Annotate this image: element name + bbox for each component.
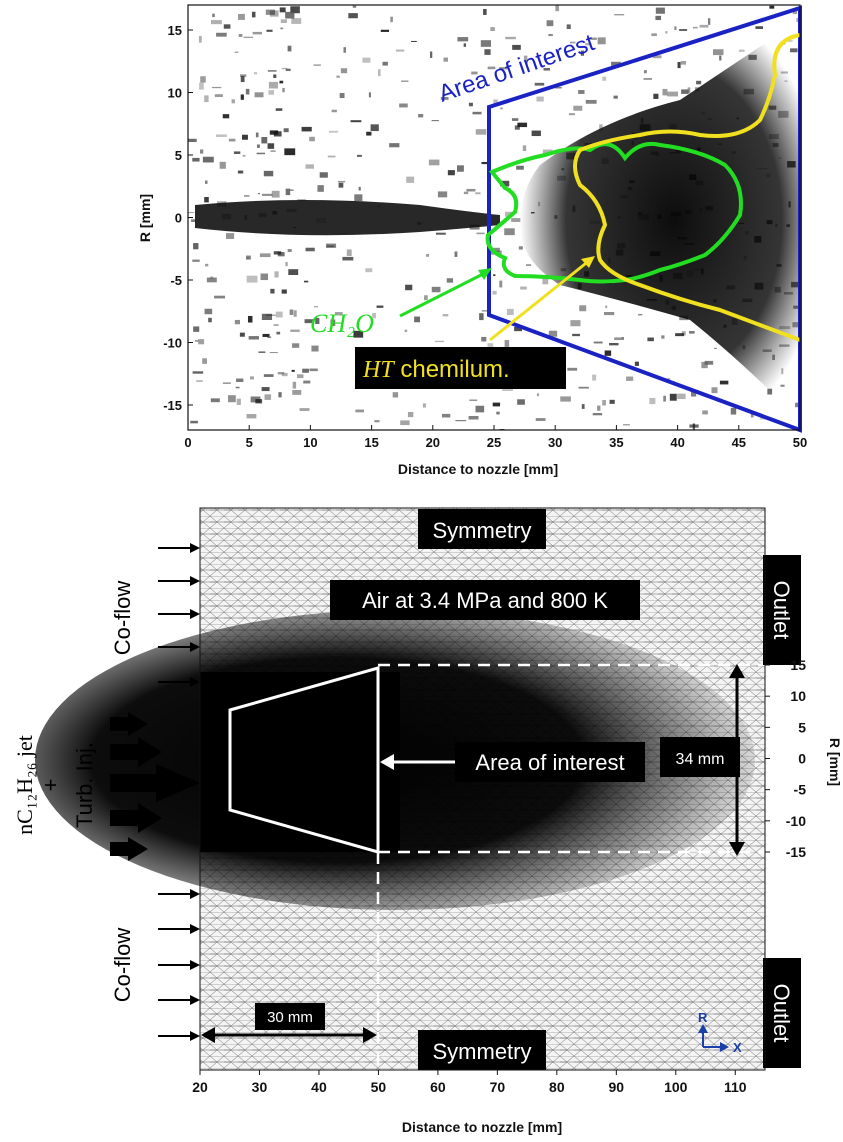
bottom-x-tick-label: 40 — [311, 1079, 327, 1095]
top-y-tick-label: 5 — [175, 148, 182, 163]
top-x-tick-label: 15 — [364, 435, 378, 450]
bottom-x-axis-label: Distance to nozzle [mm] — [402, 1119, 562, 1135]
bottom-x-tick-label: 60 — [430, 1079, 446, 1095]
ht-contour — [573, 33, 801, 342]
dim-30-head-left — [201, 1027, 215, 1043]
jet-label: nC₁₂H₂₆ jet — [12, 735, 37, 835]
ht-label-italic: HT — [362, 357, 395, 383]
ch2o-arrow — [399, 270, 488, 318]
bottom-axes-frame — [199, 507, 766, 1071]
mesh-dense-core — [200, 672, 400, 852]
bottom-x-tick-label: 110 — [724, 1079, 747, 1095]
ht-label-box — [355, 347, 566, 389]
top-y-tick-label: -10 — [163, 336, 182, 351]
turb-label: Turb. Inj. — [72, 742, 97, 828]
dim-30-head-right — [363, 1027, 377, 1043]
bottom-x-tick-label: 20 — [192, 1079, 208, 1095]
outlet-top-label: Outlet — [769, 581, 794, 640]
bottom-x-tick-label: 70 — [490, 1079, 506, 1095]
bottom-y-tick-label: 10 — [790, 688, 806, 704]
top-x-tick-label: 50 — [793, 435, 807, 450]
bottom-x-tick-label: 50 — [371, 1079, 387, 1095]
top-y-tick-label: 10 — [168, 86, 182, 101]
ht-label-rest: chemilum. — [394, 356, 510, 383]
bottom-y-tick-label: -15 — [786, 844, 806, 860]
top-y-tick-label: -15 — [163, 398, 182, 413]
plus-label: + — [38, 779, 63, 792]
top-y-tick-label: 15 — [168, 23, 182, 38]
ht-label: HT chemilum. — [362, 356, 510, 383]
top-y-tick-label: 0 — [175, 211, 182, 226]
coflow-top-arrows — [158, 543, 200, 687]
bottom-x-tick-label: 30 — [252, 1079, 268, 1095]
flame-texture — [188, 5, 800, 430]
air-label-box — [330, 580, 640, 620]
ht-arrow-head — [581, 256, 595, 268]
dim-34-head-bottom — [729, 842, 745, 856]
dim-34-box — [660, 737, 740, 777]
flame-region — [520, 20, 800, 420]
top-y-axis-label: R [mm] — [137, 194, 153, 242]
outlet-top-box — [763, 555, 801, 665]
bottom-y-tick-label: 5 — [798, 719, 806, 735]
top-x-tick-label: 30 — [548, 435, 562, 450]
bottom-y-tick-label: -10 — [786, 813, 806, 829]
top-x-tick-label: 40 — [670, 435, 684, 450]
outlet-bottom-box — [763, 958, 801, 1068]
symmetry-top-label: Symmetry — [433, 518, 532, 543]
top-x-tick-label: 5 — [246, 435, 253, 450]
bottom-x-ticks: 20 30 40 50 60 70 80 90 100 110 — [192, 1070, 747, 1095]
symmetry-bottom-box — [418, 1030, 546, 1070]
bottom-x-tick-label: 80 — [549, 1079, 565, 1095]
bottom-y-tick-label: 15 — [790, 657, 806, 673]
dim-30-label: 30 mm — [267, 1009, 313, 1026]
bottom-y-tick-label: -5 — [794, 782, 807, 798]
top-x-axis-label: Distance to nozzle [mm] — [398, 461, 558, 477]
dim-30-box — [255, 1003, 325, 1030]
top-x-tick-label: 0 — [184, 435, 191, 450]
bottom-y-ticks: 15 10 5 0 -5 -10 -15 — [765, 657, 806, 860]
bottom-y-axis-label: R [mm] — [827, 738, 843, 786]
ht-arrow — [489, 258, 591, 342]
symmetry-top-box — [418, 509, 546, 549]
axis-r-label: R — [698, 1010, 708, 1025]
top-y-ticks: 15 10 5 0 -5 -10 -15 — [163, 23, 193, 413]
top-x-tick-label: 10 — [303, 435, 317, 450]
flame-image-panel: Area of interest CH₂O HT chemilum. 0 5 10 1… — [137, 4, 807, 477]
coflow-bottom-arrows — [158, 889, 200, 1041]
top-x-tick-label: 25 — [487, 435, 501, 450]
axes-indicator: R X — [698, 1010, 742, 1055]
bottom-x-tick-label: 90 — [609, 1079, 625, 1095]
dim-34-label: 34 mm — [676, 751, 725, 768]
spray-core — [195, 200, 500, 236]
air-label: Air at 3.4 MPa and 800 K — [362, 588, 608, 613]
ch2o-contour — [485, 141, 743, 284]
axis-x-label: X — [733, 1040, 742, 1055]
top-x-tick-label: 20 — [426, 435, 440, 450]
coflow-top-label: Co-flow — [110, 581, 135, 656]
bottom-x-tick-label: 100 — [664, 1079, 688, 1095]
area-arrow-head — [380, 754, 394, 770]
area-label: Area of interest — [475, 750, 624, 775]
coflow-bottom-label: Co-flow — [110, 928, 135, 1003]
jet-arrows — [110, 712, 200, 861]
outlet-bottom-label: Outlet — [769, 984, 794, 1043]
top-y-tick-label: -5 — [170, 273, 182, 288]
top-x-tick-label: 45 — [732, 435, 746, 450]
bottom-y-tick-label: 0 — [798, 751, 806, 767]
ch2o-arrow-head — [478, 268, 492, 280]
top-x-ticks: 0 5 10 15 20 25 30 35 40 45 50 — [184, 425, 807, 450]
dim-34-head-top — [729, 664, 745, 678]
mesh-domain-panel: Area of interest 34 mm 30 mm Symmetry Sy… — [12, 507, 843, 1135]
area-label-box — [455, 742, 645, 782]
symmetry-bottom-label: Symmetry — [433, 1039, 532, 1064]
top-x-tick-label: 35 — [609, 435, 623, 450]
ch2o-label: CH₂O — [310, 309, 374, 338]
